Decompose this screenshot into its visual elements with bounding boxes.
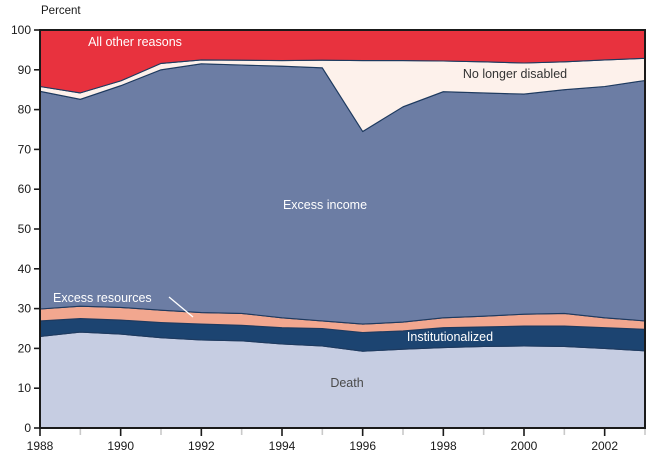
x-tick-label-1996: 1996	[349, 439, 376, 453]
x-tick-label-1990: 1990	[107, 439, 134, 453]
x-tick-label-1998: 1998	[430, 439, 457, 453]
y-tick-label-90: 90	[18, 63, 32, 77]
x-tick-label-2000: 2000	[511, 439, 538, 453]
y-tick-label-0: 0	[24, 421, 31, 435]
x-tick-label-1994: 1994	[269, 439, 296, 453]
y-tick-label-20: 20	[18, 341, 32, 355]
y-tick-label-10: 10	[18, 381, 32, 395]
y-tick-label-80: 80	[18, 103, 32, 117]
area-excess-income	[39, 63, 646, 325]
y-axis-title: Percent	[41, 5, 81, 17]
y-tick-label-30: 30	[18, 302, 32, 316]
y-tick-label-70: 70	[18, 142, 32, 156]
y-tick-label-60: 60	[18, 182, 32, 196]
excess-resources-leader-line	[168, 296, 194, 318]
x-tick-label-2002: 2002	[591, 439, 618, 453]
x-tick-label-1988: 1988	[27, 439, 54, 453]
y-tick-label-40: 40	[18, 262, 32, 276]
y-tick-label-50: 50	[18, 222, 32, 236]
x-tick-label-1992: 1992	[188, 439, 215, 453]
y-tick-label-100: 100	[11, 23, 31, 37]
